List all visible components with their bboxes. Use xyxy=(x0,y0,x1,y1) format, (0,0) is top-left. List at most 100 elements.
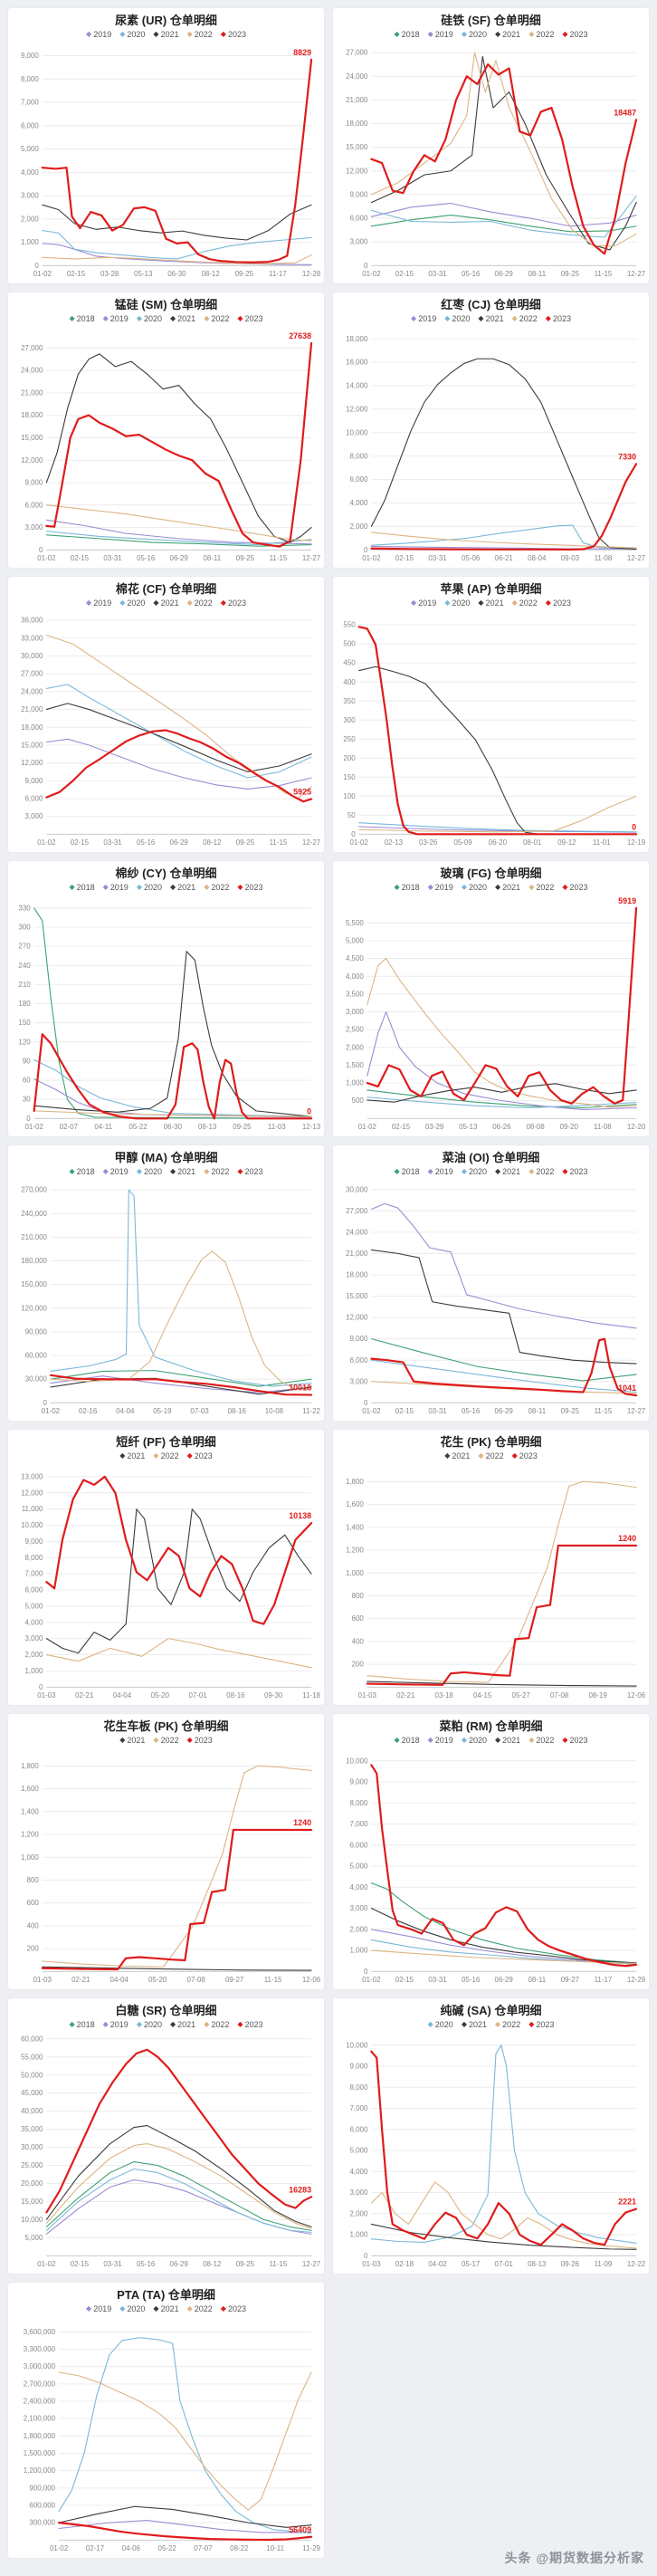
legend-item-2018: ◆ 2018 xyxy=(394,30,419,39)
x-tick-label: 07-08 xyxy=(187,1976,206,1984)
y-tick-label: 9,000 xyxy=(25,1537,43,1546)
y-tick-label: 10,000 xyxy=(346,1757,368,1765)
diamond-icon: ◆ xyxy=(478,1451,484,1460)
y-tick-label: 21,000 xyxy=(346,1250,368,1258)
chart-card-oi: 菜油 (OI) 仓单明细 ◆ 2018 ◆ 2019 ◆ 2020 ◆ 2021 ◆ 2022 ◆ 2… xyxy=(332,1144,650,1422)
diamond-icon: ◆ xyxy=(495,29,501,38)
y-tick-label: 18,000 xyxy=(346,120,368,128)
y-tick-label: 150,000 xyxy=(21,1280,47,1288)
series-line-2022 xyxy=(45,634,312,800)
legend-year-label: 2021 xyxy=(160,29,179,39)
y-tick-label: 1,600 xyxy=(346,1500,364,1508)
series-line-2022 xyxy=(33,1110,312,1117)
series-line-2023 xyxy=(45,729,313,803)
x-tick-label: 02-15 xyxy=(71,838,90,847)
series-line-2021 xyxy=(45,703,312,772)
chart-legend: ◆ 2019 ◆ 2020 ◆ 2021 ◆ 2022 ◆ 2023 xyxy=(337,597,645,608)
series-line-2019 xyxy=(45,519,312,545)
y-tick-label: 16,000 xyxy=(346,359,368,367)
y-tick-label: 21,000 xyxy=(21,388,43,397)
series-line-2021 xyxy=(33,951,312,1117)
x-tick-label: 01-02 xyxy=(37,554,56,562)
legend-year-label: 2021 xyxy=(468,2019,487,2029)
legend-item-2020: ◆ 2020 xyxy=(462,1736,487,1745)
chart-legend: ◆ 2018 ◆ 2019 ◆ 2020 ◆ 2021 ◆ 2022 ◆ 2023 xyxy=(337,1734,645,1746)
y-tick-label: 9,000 xyxy=(25,479,43,487)
diamond-icon: ◆ xyxy=(495,2019,501,2028)
y-tick-label: 1,500 xyxy=(346,1061,364,1069)
series-line-2018 xyxy=(45,534,312,547)
y-tick-label: 240,000 xyxy=(21,1210,47,1218)
chart-title: 棉纱 (CY) 仓单明细 xyxy=(115,867,217,880)
y-tick-label: 2,400,000 xyxy=(24,2398,56,2406)
legend-item-2022: ◆ 2022 xyxy=(204,1167,229,1176)
y-tick-label: 1,400 xyxy=(346,1523,364,1531)
end-value-label: 7330 xyxy=(618,452,636,461)
legend-item-2021: ◆ 2021 xyxy=(478,314,503,323)
diamond-icon: ◆ xyxy=(136,882,142,891)
chart-plot: 500 1,000 1,500 2,000 2,500 3,000 3,500 4,000 4,… xyxy=(346,896,645,1131)
y-tick-label: 0 xyxy=(39,1683,43,1691)
series-line-2023 xyxy=(45,2048,313,2214)
legend-item-2022: ◆ 2022 xyxy=(204,2020,229,2029)
series-line-2021 xyxy=(367,1083,637,1103)
y-tick-label: 30,000 xyxy=(21,2143,43,2151)
x-tick-label: 02-15 xyxy=(395,554,414,562)
y-tick-label: 2,000 xyxy=(25,1651,43,1659)
x-tick-label: 05-16 xyxy=(137,2260,156,2268)
chart-legend: ◆ 2018 ◆ 2019 ◆ 2020 ◆ 2021 ◆ 2022 ◆ 2023 xyxy=(12,881,320,893)
legend-year-label: 2022 xyxy=(211,313,230,323)
legend-item-2020: ◆ 2020 xyxy=(444,314,470,323)
legend-year-label: 2018 xyxy=(76,2019,95,2029)
series-line-2022 xyxy=(42,1765,312,1968)
x-tick-label: 03-31 xyxy=(428,1407,447,1415)
x-tick-label: 05-16 xyxy=(462,1976,481,1984)
y-tick-label: 250 xyxy=(343,735,356,743)
y-tick-label: 1,500,000 xyxy=(24,2449,56,2457)
series-line-2020 xyxy=(42,230,312,260)
chart-legend: ◆ 2018 ◆ 2019 ◆ 2020 ◆ 2021 ◆ 2022 ◆ 2023 xyxy=(337,1165,645,1177)
y-tick-label: 2,700,000 xyxy=(24,2380,56,2388)
x-tick-label: 09-27 xyxy=(561,1976,580,1984)
legend-year-label: 2018 xyxy=(401,882,420,892)
y-tick-label: 36,000 xyxy=(21,617,43,625)
legend-item-2023: ◆ 2023 xyxy=(546,599,571,608)
x-tick-label: 05-13 xyxy=(459,1123,478,1131)
legend-item-2022: ◆ 2022 xyxy=(187,599,213,608)
legend-item-2022: ◆ 2022 xyxy=(478,1451,503,1460)
chart-title: 硅铁 (SF) 仓单明细 xyxy=(441,14,541,27)
diamond-icon: ◆ xyxy=(562,882,568,891)
y-tick-label: 6,000 xyxy=(350,475,368,484)
x-tick-label: 02-15 xyxy=(392,1123,411,1131)
y-tick-label: 100 xyxy=(343,792,356,800)
series-line-2023 xyxy=(357,626,638,836)
x-tick-label: 12-27 xyxy=(302,838,320,847)
y-tick-label: 3,000,000 xyxy=(24,2362,56,2370)
diamond-icon: ◆ xyxy=(86,598,92,607)
chart-plot: 0 2,000 4,000 6,000 8,000 10,000 12,000 14,000 1… xyxy=(346,335,645,562)
legend-year-label: 2022 xyxy=(211,1166,230,1176)
y-tick-label: 15,000 xyxy=(346,1292,368,1300)
x-tick-label: 01-02 xyxy=(362,1976,381,1984)
series-line-2022 xyxy=(58,2371,312,2511)
legend-item-2021: ◆ 2021 xyxy=(119,1451,145,1460)
x-tick-label: 11-08 xyxy=(595,554,613,562)
diamond-icon: ◆ xyxy=(153,2303,159,2313)
y-tick-label: 600 xyxy=(27,1899,40,1907)
chart-card-pkcb: 花生车板 (PK) 仓单明细 ◆ 2021 ◆ 2022 ◆ 2023 200 400 600… xyxy=(7,1713,325,1990)
end-value-label: 10138 xyxy=(289,1511,311,1520)
y-tick-label: 4,000 xyxy=(25,1618,43,1626)
legend-year-label: 2021 xyxy=(485,598,504,608)
x-tick-label: 11-15 xyxy=(595,270,613,278)
series-line-2018 xyxy=(50,1370,312,1387)
legend-year-label: 2023 xyxy=(552,313,571,323)
legend-year-label: 2018 xyxy=(76,882,95,892)
y-tick-label: 5,000 xyxy=(350,1863,368,1871)
x-tick-label: 06-29 xyxy=(495,270,514,278)
series-line-2023 xyxy=(49,1374,313,1396)
legend-item-2021: ◆ 2021 xyxy=(495,1736,520,1745)
series-line-2018 xyxy=(370,214,637,233)
legend-year-label: 2022 xyxy=(485,1451,504,1460)
diamond-icon: ◆ xyxy=(86,2303,92,2313)
series-line-2023 xyxy=(370,463,638,551)
